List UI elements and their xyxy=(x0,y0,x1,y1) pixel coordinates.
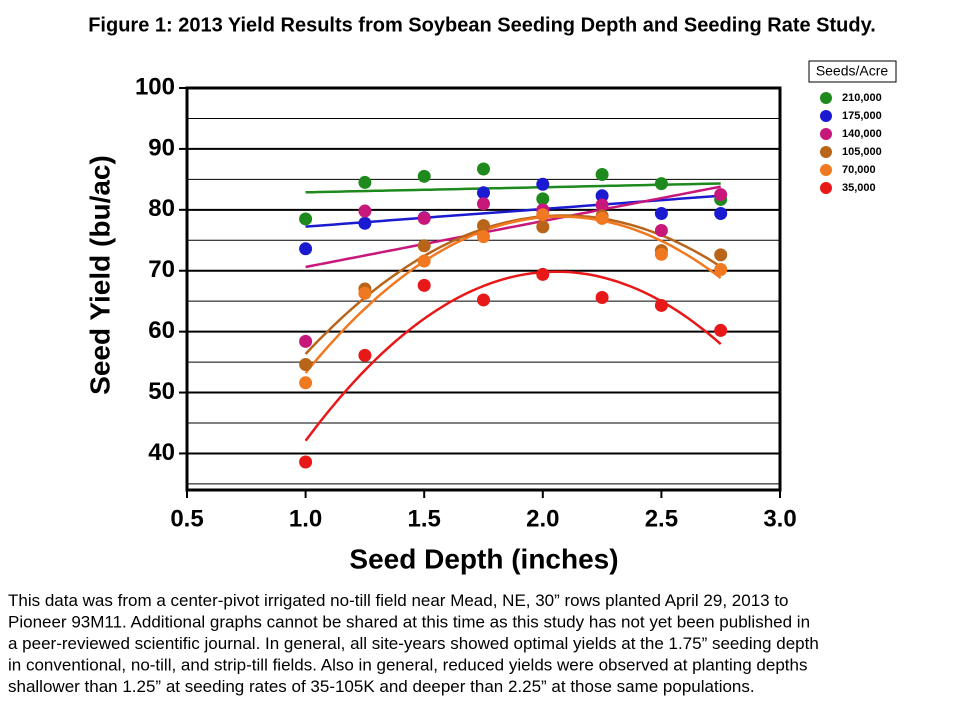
y-tick-label: 90 xyxy=(148,134,175,161)
chart-title: Figure 1: 2013 Yield Results from Soybea… xyxy=(88,14,876,36)
legend-title-box xyxy=(808,60,897,83)
data-point xyxy=(299,358,313,372)
data-point xyxy=(299,455,313,469)
data-point xyxy=(358,286,372,300)
data-point xyxy=(358,175,372,189)
legend-marker xyxy=(820,146,832,158)
legend-marker xyxy=(820,128,832,140)
y-axis-label: Seed Yield (bu/ac) xyxy=(84,155,115,395)
legend-label: 70,000 xyxy=(842,164,876,176)
data-point xyxy=(358,348,372,362)
data-point xyxy=(417,211,431,225)
data-point xyxy=(417,239,431,253)
y-tick-label: 70 xyxy=(148,256,175,283)
data-point xyxy=(714,263,728,277)
legend-label: 140,000 xyxy=(842,128,882,140)
legend-title: Seeds/Acre xyxy=(816,63,889,79)
x-tick-label: 1.5 xyxy=(408,505,441,532)
legend-marker xyxy=(820,92,832,104)
data-point xyxy=(714,323,728,337)
data-point xyxy=(536,267,550,281)
legend-marker xyxy=(820,164,832,176)
note-line: in conventional, no-till, and strip-till… xyxy=(8,656,807,675)
data-point xyxy=(477,186,490,200)
plot-frame xyxy=(185,86,782,492)
trend-line xyxy=(304,270,722,442)
data-point xyxy=(417,169,431,183)
y-tick-label: 80 xyxy=(148,195,175,222)
data-point xyxy=(477,162,490,176)
y-tick-label: 40 xyxy=(148,439,175,466)
note-line: a peer-reviewed scientific journal. In g… xyxy=(8,634,819,653)
data-point xyxy=(299,242,313,256)
data-point xyxy=(536,192,550,206)
trend-line xyxy=(305,182,721,194)
y-tick-label: 50 xyxy=(148,378,175,405)
data-point xyxy=(654,177,668,191)
x-tick-label: 2.0 xyxy=(526,505,559,532)
data-point xyxy=(536,208,550,222)
trend-line xyxy=(304,215,722,374)
data-point xyxy=(654,224,668,238)
legend-label: 175,000 xyxy=(842,110,882,122)
data-point xyxy=(536,177,550,191)
x-tick-label: 2.5 xyxy=(645,505,678,532)
data-point xyxy=(358,204,372,218)
data-point xyxy=(299,212,313,226)
x-tick-label: 1.0 xyxy=(289,505,322,532)
legend-label: 210,000 xyxy=(842,92,882,104)
note-line: shallower than 1.25” at seeding rates of… xyxy=(8,677,755,696)
data-point xyxy=(595,211,609,225)
y-tick-label: 60 xyxy=(148,317,175,344)
note-line: Pioneer 93M11. Additional graphs cannot … xyxy=(8,613,810,632)
data-point xyxy=(477,197,490,211)
data-point xyxy=(714,206,728,220)
data-point xyxy=(595,167,609,181)
data-point xyxy=(654,298,668,312)
data-point xyxy=(299,334,313,348)
data-point xyxy=(417,254,431,268)
x-tick-label: 3.0 xyxy=(763,505,796,532)
data-point xyxy=(477,219,490,233)
data-point xyxy=(358,216,372,230)
y-tick-label: 100 xyxy=(135,73,175,100)
data-point xyxy=(714,188,728,202)
x-tick-label: 0.5 xyxy=(170,505,203,532)
data-point xyxy=(536,220,550,234)
x-axis-label: Seed Depth (inches) xyxy=(349,543,618,574)
legend-marker xyxy=(820,110,832,122)
data-point xyxy=(654,247,668,261)
data-point xyxy=(477,293,490,307)
data-point xyxy=(417,278,431,292)
data-point xyxy=(299,376,313,390)
data-point xyxy=(714,248,728,262)
data-point xyxy=(595,198,609,212)
legend-label: 105,000 xyxy=(842,146,882,158)
legend-marker xyxy=(820,182,832,194)
trend-line xyxy=(305,185,721,269)
data-point xyxy=(477,230,490,244)
data-point xyxy=(595,291,609,305)
legend-label: 35,000 xyxy=(842,182,876,194)
data-point xyxy=(595,189,609,203)
data-point xyxy=(654,206,668,220)
note-line: This data was from a center-pivot irriga… xyxy=(8,591,789,610)
